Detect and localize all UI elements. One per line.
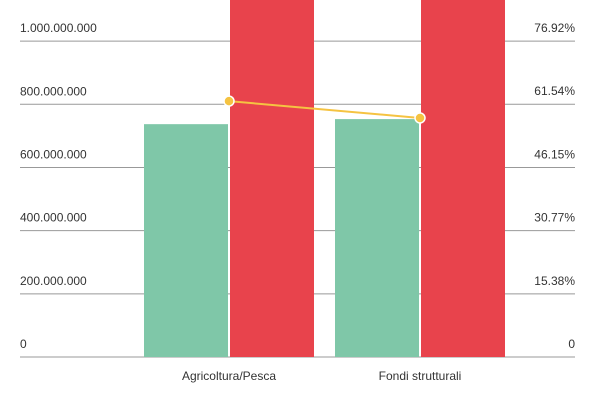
bar xyxy=(144,124,228,357)
y2-tick-label: 76.92% xyxy=(534,21,575,35)
y-tick-label: 200.000.000 xyxy=(20,274,87,288)
y-tick-label: 0 xyxy=(20,337,27,351)
line-point xyxy=(414,112,426,124)
y2-tick-label: 0 xyxy=(568,337,575,351)
y-tick-label: 400.000.000 xyxy=(20,211,87,225)
y2-tick-label: 30.77% xyxy=(534,211,575,225)
y2-tick-label: 15.38% xyxy=(534,274,575,288)
bar xyxy=(230,0,314,358)
bar xyxy=(335,119,419,357)
bar xyxy=(421,0,505,358)
y2-tick-label: 61.54% xyxy=(534,84,575,98)
x-tick-label: Agricoltura/Pesca xyxy=(182,369,276,383)
line xyxy=(228,100,421,119)
x-tick-label: Fondi strutturali xyxy=(379,369,462,383)
y-tick-label: 800.000.000 xyxy=(20,84,87,98)
y-tick-label: 1.000.000.000 xyxy=(20,21,97,35)
y2-tick-label: 46.15% xyxy=(534,147,575,161)
line-point xyxy=(223,95,235,107)
y-tick-label: 600.000.000 xyxy=(20,147,87,161)
